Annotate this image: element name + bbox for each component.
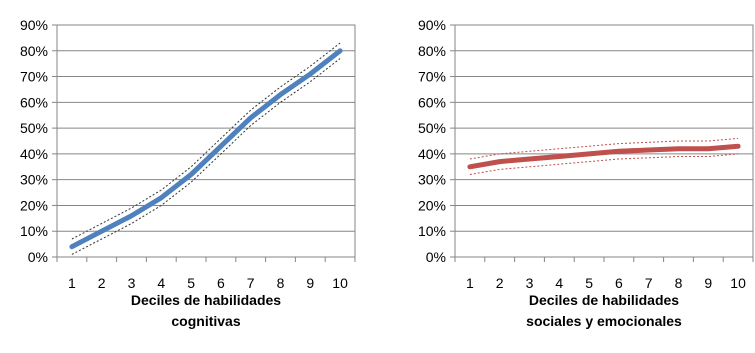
x-tick-label: 5	[585, 275, 593, 291]
y-tick-label: 0%	[426, 249, 446, 265]
x-tick-label: 8	[675, 275, 683, 291]
upper-bound-line	[469, 137, 739, 160]
x-tick-label: 8	[277, 275, 285, 291]
x-axis-title: Deciles de habilidades	[529, 292, 679, 308]
x-tick-label: 2	[496, 275, 504, 291]
y-tick-label: 10%	[20, 223, 48, 239]
series-line	[69, 48, 343, 250]
y-tick-label: 70%	[20, 69, 48, 85]
y-tick-label: 50%	[418, 120, 446, 136]
y-tick-label: 0%	[28, 249, 48, 265]
x-tick-label: 3	[128, 275, 136, 291]
x-tick-label: 4	[555, 275, 563, 291]
series-line	[467, 143, 741, 170]
y-tick-label: 20%	[418, 197, 446, 213]
x-tick-label: 2	[98, 275, 106, 291]
x-tick-label: 10	[730, 275, 746, 291]
y-tick-label: 70%	[418, 69, 446, 85]
x-tick-label: 7	[645, 275, 653, 291]
chart-2: 0% 10% 20% 30% 40% 50% 60% 70% 80% 90% 1 2 3 4 5 6 7 8 9 10…	[418, 17, 754, 329]
x-axis-title: cognitivas	[171, 313, 240, 329]
y-tick-label: 30%	[20, 172, 48, 188]
y-tick-label: 90%	[20, 17, 48, 33]
y-tick-label: 30%	[418, 172, 446, 188]
x-tick-label: 4	[157, 275, 165, 291]
x-tick-label: 5	[187, 275, 195, 291]
lower-bound-line	[469, 153, 739, 175]
x-tick-label: 9	[704, 275, 712, 291]
y-tick-label: 80%	[418, 43, 446, 59]
x-tick-label: 1	[68, 275, 76, 291]
x-axis-title: sociales y emocionales	[526, 313, 682, 329]
upper-bound-line	[71, 42, 341, 240]
x-tick-label: 1	[466, 275, 474, 291]
x-tick-label: 6	[217, 275, 225, 291]
y-tick-label: 60%	[20, 94, 48, 110]
x-tick-label: 9	[306, 275, 314, 291]
y-tick-label: 60%	[418, 94, 446, 110]
lower-bound-line	[71, 58, 341, 255]
y-tick-label: 50%	[20, 120, 48, 136]
x-tick-label: 6	[615, 275, 623, 291]
y-tick-label: 40%	[20, 146, 48, 162]
x-tick-label: 7	[247, 275, 255, 291]
x-tick-label: 10	[332, 275, 348, 291]
x-tick-label: 3	[526, 275, 534, 291]
y-tick-label: 90%	[418, 17, 446, 33]
y-tick-label: 40%	[418, 146, 446, 162]
plot-area	[56, 24, 356, 258]
y-tick-label: 80%	[20, 43, 48, 59]
x-axis-title: Deciles de habilidades	[131, 292, 281, 308]
y-tick-label: 10%	[418, 223, 446, 239]
chart-1: 0% 10% 20% 30% 40% 50% 60% 70% 80% 90% 1 2 3 4 5 6 7 8 9 10…	[20, 17, 356, 329]
y-tick-label: 20%	[20, 197, 48, 213]
plot-area	[454, 24, 754, 258]
